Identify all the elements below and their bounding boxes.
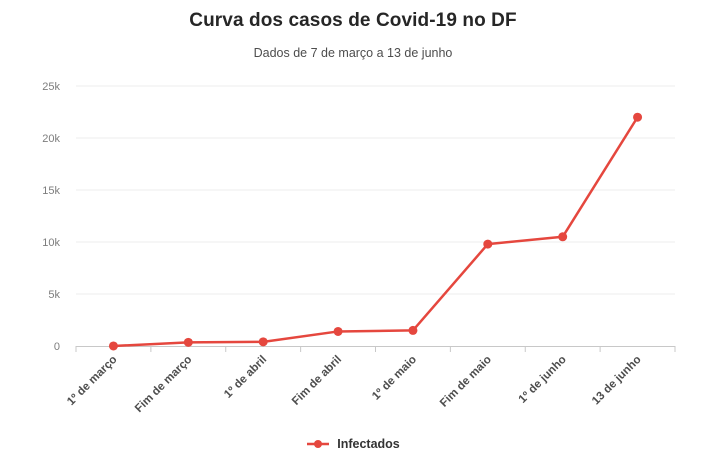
data-point	[558, 232, 568, 242]
y-axis-tick-label: 25k	[42, 81, 60, 93]
x-axis-label: Fim de maio	[438, 354, 494, 410]
legend-series-label: Infectados	[337, 437, 400, 451]
data-point	[183, 337, 193, 347]
x-axis-label: Fim de abril	[290, 354, 344, 408]
x-axis-label: 1º de abril	[222, 354, 269, 401]
data-point	[333, 326, 343, 336]
y-axis-tick-label: 5k	[48, 289, 60, 301]
y-axis-tick-label: 10k	[42, 237, 60, 249]
x-axis-label: 1º de março	[65, 354, 119, 408]
chart-subtitle: Dados de 7 de março a 13 de junho	[253, 46, 453, 60]
legend-series-marker-icon	[307, 440, 330, 448]
chart-title: Curva dos casos de Covid-19 no DF	[189, 10, 517, 31]
x-axis-label: 1º de junho	[517, 354, 569, 406]
data-point	[483, 239, 493, 249]
y-axis-tick-label: 20k	[42, 133, 60, 145]
x-axis-label: Fim de março	[133, 354, 194, 415]
x-axis-label: 13 de junho	[590, 354, 644, 408]
data-point	[108, 341, 118, 351]
data-point	[258, 337, 268, 347]
x-axis-label: 1º de maio	[370, 354, 419, 403]
series-line	[112, 115, 639, 348]
data-point	[408, 325, 418, 335]
chart-legend: Infectados	[0, 437, 706, 451]
y-axis-tick-label: 0	[54, 341, 60, 353]
y-axis-tick-label: 15k	[42, 185, 60, 197]
data-point	[633, 112, 643, 122]
